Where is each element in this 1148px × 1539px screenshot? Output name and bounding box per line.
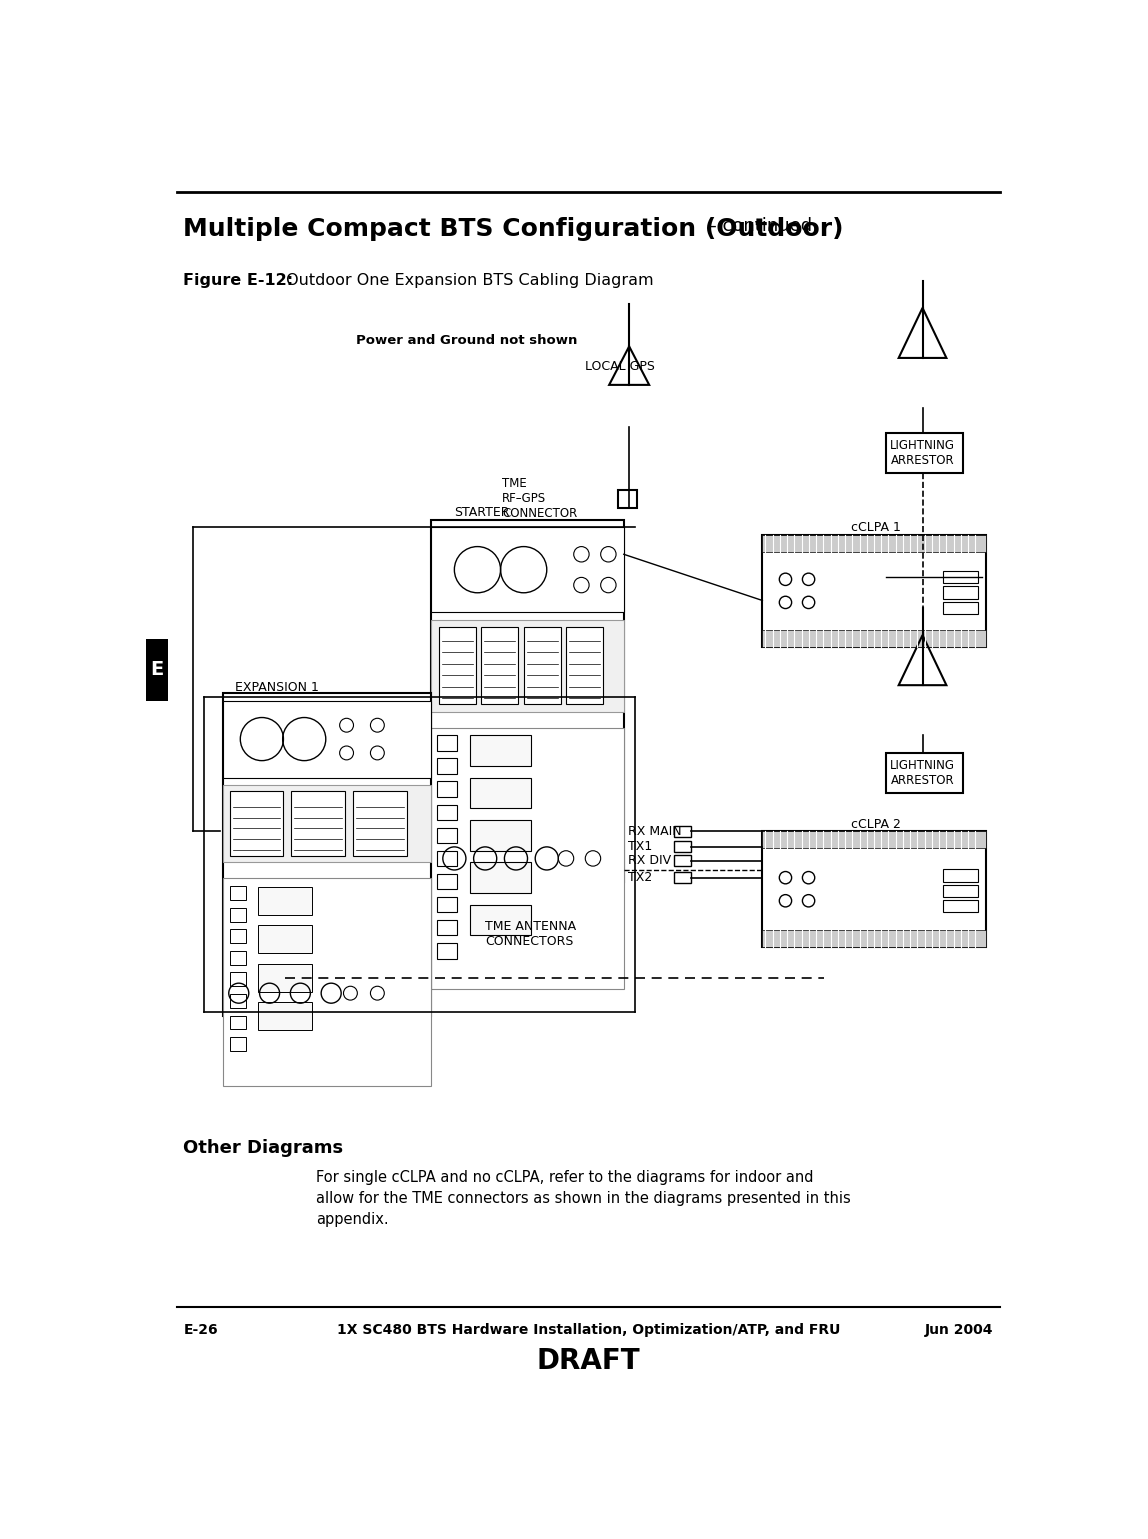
Bar (258, 963, 312, 991)
Text: TX1: TX1 (628, 840, 652, 854)
Text: LOCAL GPS: LOCAL GPS (585, 360, 656, 374)
Text: RX DIV: RX DIV (628, 854, 670, 868)
Bar (432, 520, 623, 882)
Bar (224, 700, 432, 777)
Bar (944, 602, 978, 614)
Text: TME ANTENNA
CONNECTORS: TME ANTENNA CONNECTORS (486, 920, 576, 948)
Text: LIGHTNING
ARRESTOR: LIGHTNING ARRESTOR (890, 759, 955, 786)
Bar (224, 877, 432, 1085)
Text: RX MAIN: RX MAIN (628, 825, 681, 837)
Bar (230, 1016, 247, 1030)
Bar (437, 828, 457, 843)
Bar (437, 736, 457, 751)
Bar (437, 897, 457, 913)
Bar (674, 826, 691, 837)
Bar (432, 528, 623, 613)
Bar (437, 920, 457, 936)
Text: DRAFT: DRAFT (536, 1347, 641, 1376)
Bar (439, 628, 476, 705)
Bar (566, 628, 603, 705)
Bar (230, 930, 247, 943)
Bar (224, 693, 432, 1016)
Text: 1X SC480 BTS Hardware Installation, Optimization/ATP, and FRU: 1X SC480 BTS Hardware Installation, Opti… (336, 1322, 840, 1337)
Bar (230, 791, 284, 856)
Bar (230, 951, 247, 965)
Bar (470, 905, 532, 936)
Text: Jun 2004: Jun 2004 (925, 1322, 993, 1337)
Bar (437, 851, 457, 866)
Bar (437, 943, 457, 959)
Bar (258, 925, 312, 953)
Bar (230, 886, 247, 900)
Bar (292, 791, 346, 856)
Bar (470, 777, 532, 808)
Bar (762, 629, 986, 646)
Bar (230, 973, 247, 986)
Text: Figure E-12:: Figure E-12: (184, 274, 294, 288)
Bar (762, 536, 986, 553)
Bar (432, 728, 623, 990)
Text: STARTER: STARTER (455, 506, 510, 519)
Bar (674, 873, 691, 883)
Bar (481, 628, 518, 705)
Text: TX2: TX2 (628, 871, 652, 885)
Bar (523, 628, 560, 705)
Bar (147, 639, 168, 700)
Bar (437, 874, 457, 890)
Text: Outdoor One Expansion BTS Cabling Diagram: Outdoor One Expansion BTS Cabling Diagra… (281, 274, 653, 288)
Text: – continued: – continued (703, 217, 813, 235)
Bar (674, 856, 691, 866)
Bar (762, 930, 986, 946)
Bar (224, 785, 432, 862)
Bar (762, 831, 986, 848)
Bar (762, 536, 986, 646)
Text: E-26: E-26 (184, 1322, 218, 1337)
Text: E: E (150, 660, 164, 679)
Text: Multiple Compact BTS Configuration (Outdoor): Multiple Compact BTS Configuration (Outd… (184, 217, 844, 242)
Bar (944, 586, 978, 599)
Text: LIGHTNING
ARRESTOR: LIGHTNING ARRESTOR (890, 440, 955, 468)
Bar (230, 1037, 247, 1051)
Bar (258, 1002, 312, 1030)
Bar (352, 791, 406, 856)
Bar (437, 759, 457, 774)
Text: cCLPA 2: cCLPA 2 (851, 817, 901, 831)
Bar (230, 908, 247, 922)
Bar (944, 571, 978, 583)
Bar (944, 900, 978, 913)
Bar (470, 820, 532, 851)
Bar (944, 870, 978, 882)
Bar (258, 886, 312, 914)
Text: TME
RF–GPS
CONNECTOR: TME RF–GPS CONNECTOR (502, 477, 577, 520)
Bar (437, 805, 457, 820)
Text: For single cCLPA and no cCLPA, refer to the diagrams for indoor and
allow for th: For single cCLPA and no cCLPA, refer to … (316, 1170, 851, 1227)
Bar (885, 753, 962, 793)
Bar (619, 489, 637, 508)
Bar (230, 994, 247, 1008)
Text: cCLPA 1: cCLPA 1 (851, 522, 901, 534)
Bar (885, 434, 962, 474)
Text: Power and Ground not shown: Power and Ground not shown (356, 334, 577, 348)
Bar (470, 736, 532, 766)
Bar (437, 782, 457, 797)
Bar (432, 620, 623, 713)
Bar (944, 885, 978, 897)
Text: EXPANSION 1: EXPANSION 1 (235, 682, 319, 694)
Bar (674, 842, 691, 853)
Bar (470, 862, 532, 893)
Bar (762, 831, 986, 946)
Text: Other Diagrams: Other Diagrams (184, 1139, 343, 1157)
